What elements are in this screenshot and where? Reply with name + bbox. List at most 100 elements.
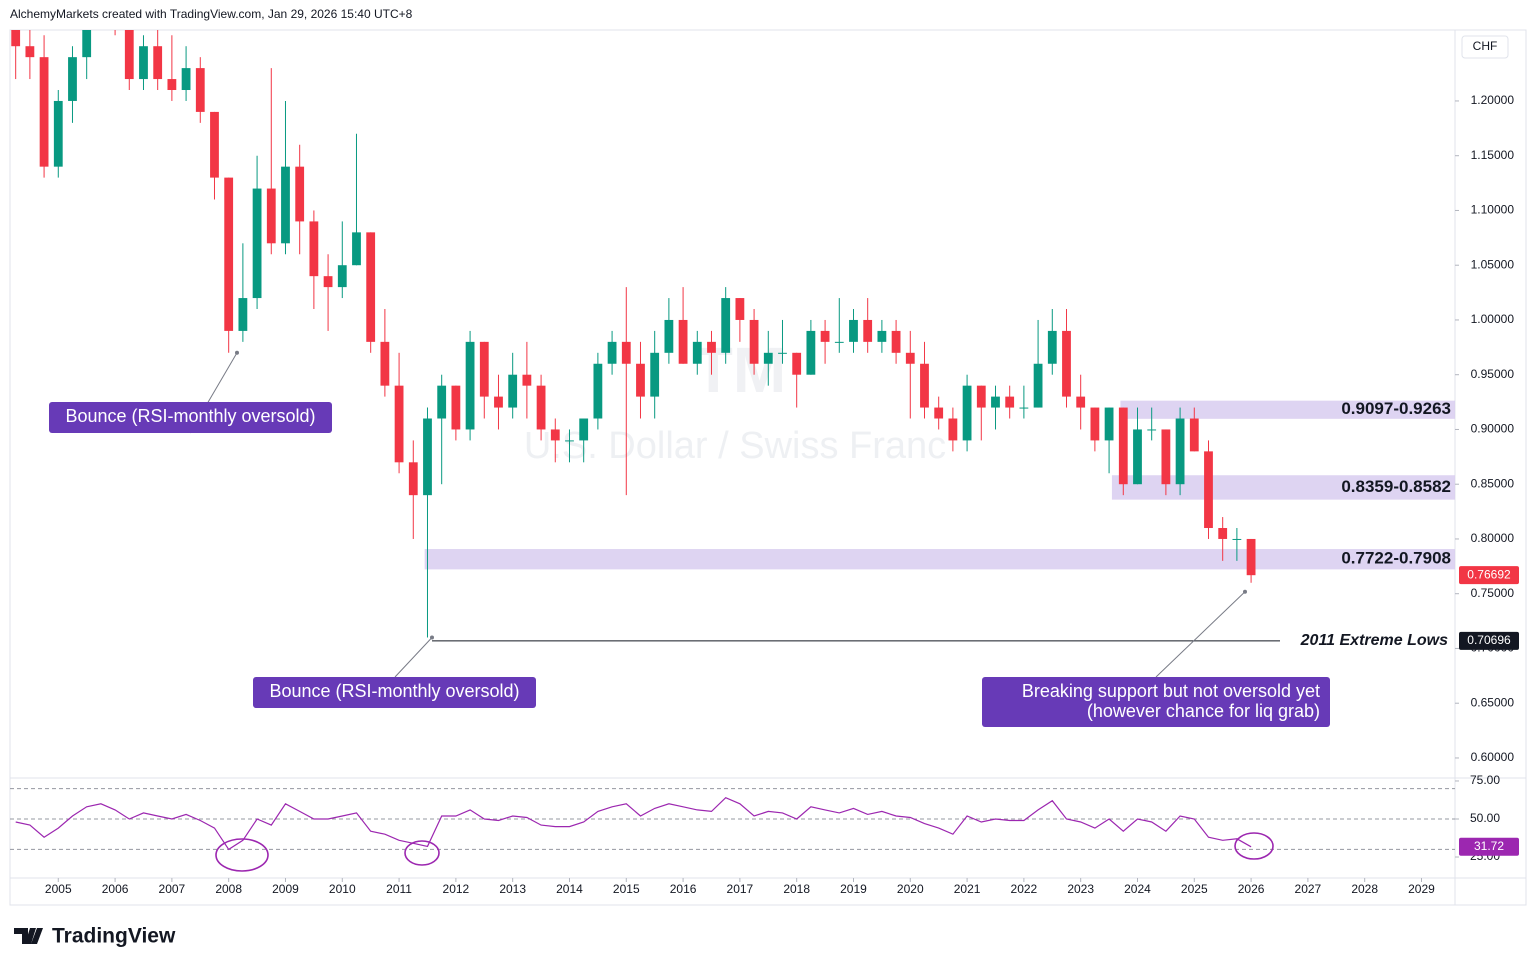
candle-body: [550, 429, 560, 441]
candle-body: [266, 188, 276, 244]
candle-body: [1104, 407, 1114, 441]
callout-dot: [235, 350, 239, 355]
y-tick-label: 1.00000: [1471, 312, 1515, 326]
currency: CHF: [1473, 39, 1498, 53]
candle-body: [664, 319, 674, 353]
zone: [1120, 400, 1455, 419]
candle-body: [167, 79, 177, 91]
candle-body: [238, 298, 248, 331]
candle-body: [536, 385, 546, 430]
candle-body: [479, 341, 489, 397]
last-price-bg: [1459, 566, 1519, 585]
candle-body: [352, 232, 361, 266]
x-tick-label: 2027: [1295, 882, 1322, 896]
candle-body: [749, 319, 759, 364]
callout-pointer: [1155, 591, 1246, 678]
x-tick-label: 2005: [45, 882, 72, 896]
candle-body: [1246, 538, 1256, 576]
callout-text: Bounce (RSI-monthly oversold): [65, 406, 315, 426]
candle-body: [323, 276, 333, 288]
candle-body: [68, 57, 77, 101]
x-tick-label: 2026: [1238, 882, 1265, 896]
candle-body: [508, 374, 518, 408]
candle-body: [579, 418, 589, 441]
y-tick-label: 0.75000: [1471, 586, 1515, 600]
candle-body: [962, 385, 972, 441]
candle-body: [565, 440, 574, 442]
callout-text: (however chance for liq grab): [1087, 701, 1320, 721]
candle-body: [707, 341, 716, 353]
candle-body: [1047, 330, 1057, 364]
extreme-low-price: 0.70696: [1467, 633, 1511, 647]
candle-body: [124, 30, 134, 80]
candle-body: [1005, 396, 1015, 408]
callout-dot: [430, 635, 434, 640]
x-tick-label: 2017: [727, 882, 754, 896]
x-tick-label: 2025: [1181, 882, 1208, 896]
candle-body: [408, 462, 418, 496]
callout-text: Bounce (RSI-monthly oversold): [269, 681, 519, 701]
candle-body: [849, 319, 858, 342]
candle-body: [678, 319, 688, 364]
logo-text: TradingView: [52, 925, 176, 948]
y-tick-label: 0.80000: [1471, 531, 1515, 545]
candle-body: [636, 363, 645, 397]
candle-body: [366, 232, 376, 342]
callout-box: [49, 402, 332, 433]
candle-body: [1133, 429, 1142, 485]
watermark-name: U.S. Dollar / Swiss Franc: [524, 425, 946, 467]
candle-body: [1189, 418, 1199, 452]
candle-body: [39, 57, 49, 167]
candle-body: [465, 341, 475, 430]
y-tick-label: 0.60000: [1471, 750, 1515, 764]
candle-body: [920, 363, 929, 408]
candle-body: [905, 352, 915, 364]
candle-body: [877, 330, 887, 342]
candle-body: [25, 46, 35, 58]
x-tick-label: 2013: [499, 882, 526, 896]
x-tick-label: 2014: [556, 882, 583, 896]
candle-body: [834, 341, 844, 343]
y-tick-label: 0.95000: [1471, 367, 1515, 381]
candle-body: [210, 111, 219, 178]
candle-body: [607, 341, 617, 364]
logo-icon: [14, 928, 43, 944]
logo: TradingView: [14, 925, 176, 948]
candle-body: [1232, 538, 1242, 540]
candle-body: [281, 166, 290, 244]
extreme-low-label: 2011 Extreme Lows: [1300, 632, 1448, 649]
zone-label: 0.8359-0.8582: [1341, 477, 1451, 496]
candle-body: [309, 221, 319, 277]
candle-body: [451, 385, 461, 430]
x-tick-label: 2010: [329, 882, 356, 896]
candle-body: [1076, 396, 1086, 408]
y-tick-label: 1.20000: [1471, 93, 1515, 107]
candle-body: [735, 298, 745, 320]
frame: [9, 29, 1527, 906]
candle-body: [1019, 407, 1029, 409]
candle-body: [337, 265, 347, 288]
candle-body: [437, 385, 447, 419]
x-tick-label: 2008: [215, 882, 242, 896]
candle-body: [976, 385, 986, 408]
candle-body: [1147, 429, 1157, 431]
rsi-tick-label: 75.00: [1470, 773, 1500, 787]
candle-body: [139, 46, 148, 80]
rsi-last: 31.72: [1474, 839, 1504, 853]
candle-body: [252, 188, 262, 299]
rsi-circle: [215, 838, 269, 872]
candle-body: [11, 30, 21, 47]
candle-body: [991, 396, 1000, 408]
candle-body: [181, 68, 191, 91]
rsi-circle: [404, 840, 440, 866]
candle-body: [891, 330, 901, 353]
candle-body: [1090, 407, 1100, 441]
zone: [424, 549, 1455, 570]
x-tick-label: 2019: [840, 882, 867, 896]
x-tick-label: 2016: [670, 882, 697, 896]
candle-body: [195, 68, 205, 112]
x-tick-label: 2029: [1408, 882, 1435, 896]
candle-body: [650, 352, 660, 397]
candle-body: [1161, 429, 1171, 485]
main-pane: [11, 30, 1455, 642]
